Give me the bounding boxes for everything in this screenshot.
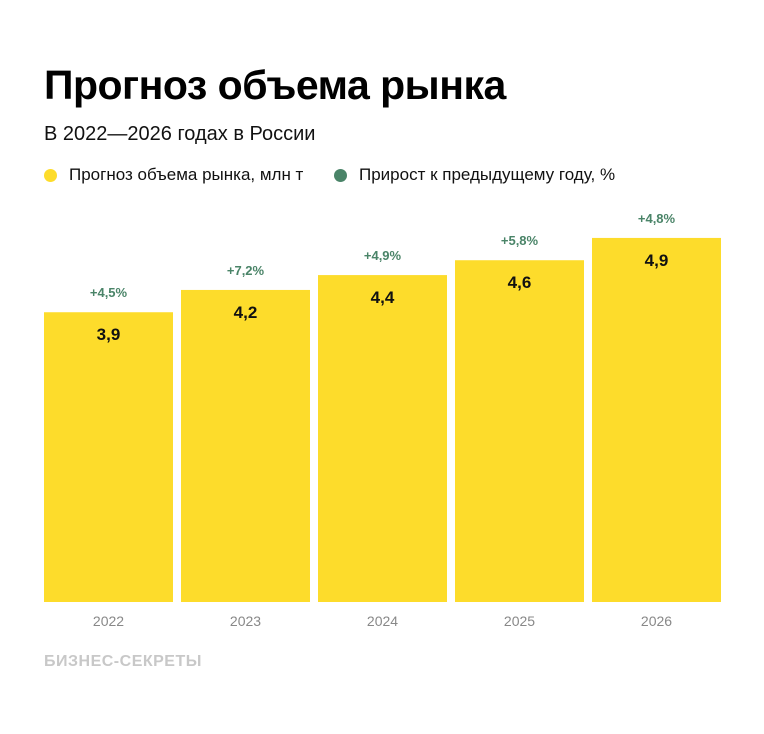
- growth-label-2026: +4,8%: [638, 211, 676, 226]
- x-tick-label-2023: 2023: [230, 613, 261, 629]
- legend-label: Прирост к предыдущему году, %: [359, 165, 616, 184]
- x-tick-label-2022: 2022: [93, 613, 124, 629]
- bar-2024: [318, 275, 447, 602]
- bar-2026: [592, 237, 721, 602]
- value-label-2022: 3,9: [97, 325, 121, 344]
- legend-dot-yellow: [44, 168, 57, 182]
- chart-subtitle: В 2022—2026 годах в России: [44, 123, 316, 145]
- brand-logo: БИЗНЕС-СЕКРЕТЫ: [44, 653, 202, 670]
- bar-2022: [44, 312, 173, 602]
- legend-item-volume: Прогноз объема рынка, млн т: [44, 165, 303, 185]
- legend-label: Прогноз объема рынка, млн т: [69, 165, 304, 184]
- x-tick-label-2025: 2025: [504, 613, 535, 629]
- growth-label-2023: +7,2%: [227, 263, 265, 278]
- x-tick-label-2026: 2026: [641, 613, 672, 629]
- value-label-2024: 4,4: [371, 288, 395, 307]
- legend-item-growth: Прирост к предыдущему году, %: [334, 165, 615, 185]
- growth-label-2025: +5,8%: [501, 233, 539, 248]
- growth-label-2024: +4,9%: [364, 248, 402, 263]
- legend-dot-green: [334, 168, 347, 182]
- bar-2023: [181, 289, 310, 602]
- value-label-2025: 4,6: [508, 273, 532, 292]
- bar-2025: [455, 260, 584, 602]
- value-label-2026: 4,9: [645, 251, 669, 270]
- growth-label-2022: +4,5%: [90, 285, 128, 300]
- value-label-2023: 4,2: [234, 303, 258, 322]
- x-tick-label-2024: 2024: [367, 613, 398, 629]
- chart-title: Прогноз объема рынка: [44, 62, 506, 108]
